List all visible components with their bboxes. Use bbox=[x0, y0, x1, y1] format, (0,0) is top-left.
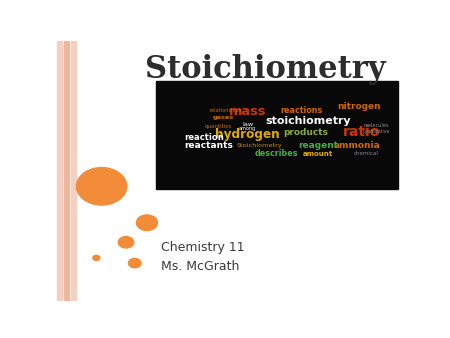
Bar bbox=[71, 41, 76, 301]
Bar bbox=[57, 41, 62, 301]
Text: ammonia: ammonia bbox=[333, 141, 380, 150]
Circle shape bbox=[76, 168, 127, 205]
Text: Stoichiometry: Stoichiometry bbox=[145, 54, 386, 84]
Text: stoichiometry: stoichiometry bbox=[266, 116, 351, 126]
Text: gases: gases bbox=[213, 115, 234, 120]
Text: products: products bbox=[284, 128, 328, 137]
Text: hydrogen: hydrogen bbox=[216, 128, 280, 141]
Text: Chemistry 11: Chemistry 11 bbox=[161, 241, 244, 254]
Text: Ms. McGrath: Ms. McGrath bbox=[161, 261, 239, 273]
Text: relationships: relationships bbox=[210, 107, 242, 113]
Text: reactions: reactions bbox=[280, 105, 322, 115]
Bar bbox=[64, 41, 69, 301]
Text: chemical: chemical bbox=[354, 151, 379, 156]
Text: Stoichiometry: Stoichiometry bbox=[237, 143, 283, 148]
Text: among: among bbox=[239, 126, 256, 131]
Text: quantities: quantities bbox=[205, 124, 232, 129]
Circle shape bbox=[128, 258, 141, 268]
Circle shape bbox=[136, 215, 158, 231]
Circle shape bbox=[93, 255, 100, 261]
Text: nitrogen: nitrogen bbox=[338, 102, 381, 111]
Text: law: law bbox=[242, 122, 253, 127]
Text: describes: describes bbox=[255, 149, 299, 158]
Bar bbox=[156, 81, 398, 189]
Text: molecules: molecules bbox=[364, 123, 389, 128]
Text: quantitative: quantitative bbox=[363, 129, 390, 134]
Text: mass: mass bbox=[229, 105, 266, 118]
Text: ratio: ratio bbox=[343, 125, 380, 139]
Text: reaction: reaction bbox=[184, 132, 224, 142]
Text: reagent: reagent bbox=[298, 141, 338, 150]
Text: amount: amount bbox=[303, 151, 333, 158]
Text: reactants: reactants bbox=[184, 141, 234, 150]
Circle shape bbox=[118, 237, 134, 248]
